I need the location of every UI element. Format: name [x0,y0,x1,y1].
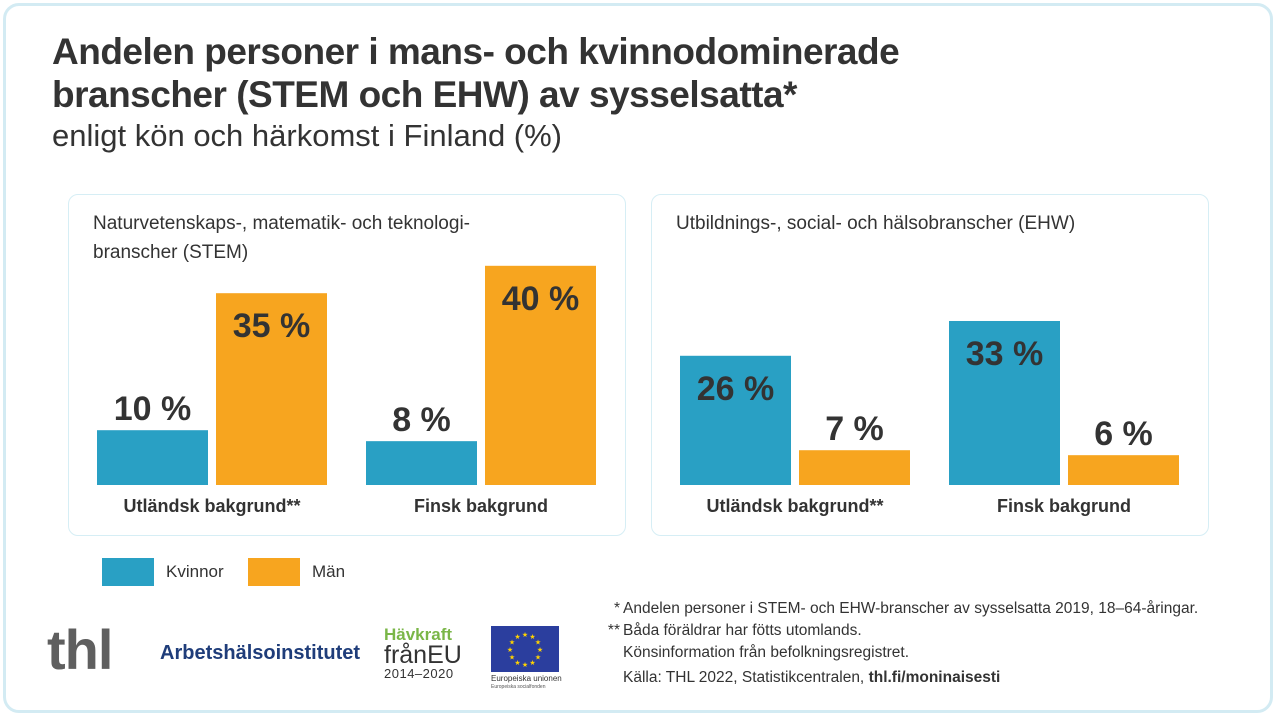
bar-kvinnor-finsk [949,320,1060,485]
footnotes: * Andelen personer i STEM- och EHW-brans… [600,598,1198,689]
eu-star-icon: ★ [535,639,541,647]
eu-line-1: Europeiska unionen [491,674,562,683]
havkraft-fran-eu-logo: Hävkraft frånEU 2014–2020 [384,626,474,682]
legend-label-kvinnor: Kvinnor [166,562,224,581]
footnote-text: Båda föräldrar har fötts utomlands. [623,622,862,639]
data-label: 33 % [966,335,1044,373]
category-label: Finsk bakgrund [414,496,548,516]
eu-flag-icon: ★ ★ ★ ★ ★ ★ ★ ★ ★ ★ ★ ★ [491,626,559,672]
title-line-1: Andelen personer i mans- och kvinnodomin… [52,31,900,72]
data-label: 10 % [114,390,192,428]
bar-man-utlandsk [216,293,327,485]
legend-item-kvinnor: Kvinnor [102,558,224,586]
footnote-mark [600,642,623,664]
title-line-2: branscher (STEM och EHW) av sysselsatta* [52,74,797,115]
data-label: 8 % [392,401,451,439]
page-subtitle: enligt kön och härkomst i Finland (%) [52,118,563,153]
footnote-text: Andelen personer i STEM- och EHW-bransch… [623,600,1199,617]
chart-title-line-2: branscher (STEM) [93,242,249,263]
bar-kvinnor-finsk [366,441,477,485]
legend-swatch-kvinnor [102,558,154,586]
source-line: Källa: THL 2022, Statistikcentralen, thl… [600,667,1198,689]
footnote: ** Båda föräldrar har fötts utomlands. [600,620,1198,642]
eu-stars-icon: ★ ★★★★★★★★★★★ [507,631,543,669]
category-label: Utländsk bakgrund** [706,496,883,516]
bar-kvinnor-utlandsk [97,430,208,485]
eu-star-icon: ★ [522,631,528,639]
havkraft-line-1: Hävkraft [384,625,453,644]
data-label: 6 % [1094,415,1153,453]
havkraft-line-2: frånEU [384,641,462,669]
eu-star-icon: ★ [522,661,528,669]
bar-man-finsk [485,265,596,485]
eu-star-icon: ★ [529,659,535,667]
eu-star-icon: ★ [537,646,543,654]
footnote: * Andelen personer i STEM- och EHW-brans… [600,598,1198,620]
stem-chart-panel: Naturvetenskaps-, matematik- och teknolo… [68,194,626,536]
eu-star-icon: ★ [529,633,535,641]
footnote-mark: * [613,600,620,617]
bar-kvinnor-utlandsk [680,355,791,485]
outer-frame [3,3,1273,713]
eu-star-icon: ★ [535,654,541,662]
footnote-mark: ** [607,622,620,639]
eu-star-icon: ★ [514,659,520,667]
data-label: 35 % [233,307,311,345]
eu-star-icon: ★ [509,654,515,662]
data-label: 7 % [825,410,884,448]
arbetshalsoinstitutet-logo: Arbetshälsoinstitutet [160,642,361,664]
eu-star-icon: ★ [507,646,513,654]
stem-chart-title: Naturvetenskaps-, matematik- och teknolo… [93,209,593,267]
eu-star-icon: ★ [514,633,520,641]
footnote-text: Könsinformation från befolkningsregistre… [623,644,910,661]
category-label: Utländsk bakgrund** [123,496,300,516]
bar-man-finsk [1068,455,1179,485]
eu-logo: ★ ★ ★ ★ ★ ★ ★ ★ ★ ★ ★ ★ Europeiska unionen Europeis… [491,626,562,690]
category-label: Finsk bakgrund [997,496,1131,516]
source-text: Källa: THL 2022, Statistikcentralen, [623,669,869,686]
data-label: 40 % [502,280,580,318]
legend-swatch-man [248,558,300,586]
legend-item-man: Män [248,558,345,586]
footnote: Könsinformation från befolkningsregistre… [600,642,1198,664]
thl-logo: thl [47,618,113,681]
bar-man-utlandsk [799,450,910,485]
havkraft-line-3: 2014–2020 [384,666,454,681]
chart-title-line-1: Naturvetenskaps-, matematik- och teknolo… [93,213,470,234]
ehw-bar-chart: 26 % 7 % Utländsk bakgrund** 33 % 6 % Finsk b… [680,320,1179,516]
eu-star-icon: ★ [509,639,515,647]
ehw-chart-title: Utbildnings-, social- och hälsobranscher… [676,209,1176,238]
stem-bar-chart: 10 % 35 % Utländsk bakgrund** 8 % 40 % Finsk … [97,265,596,516]
eu-line-2: Europeiska socialfonden [491,684,546,690]
data-label: 26 % [697,370,775,408]
legend-label-man: Män [312,562,346,581]
source-link[interactable]: thl.fi/moninaisesti [868,669,1001,686]
page-title: Andelen personer i mans- och kvinnodomin… [52,30,900,116]
ehw-chart-panel: Utbildnings-, social- och hälsobranscher… [651,194,1209,536]
chart-title-line-1: Utbildnings-, social- och hälsobranscher… [676,213,1076,234]
